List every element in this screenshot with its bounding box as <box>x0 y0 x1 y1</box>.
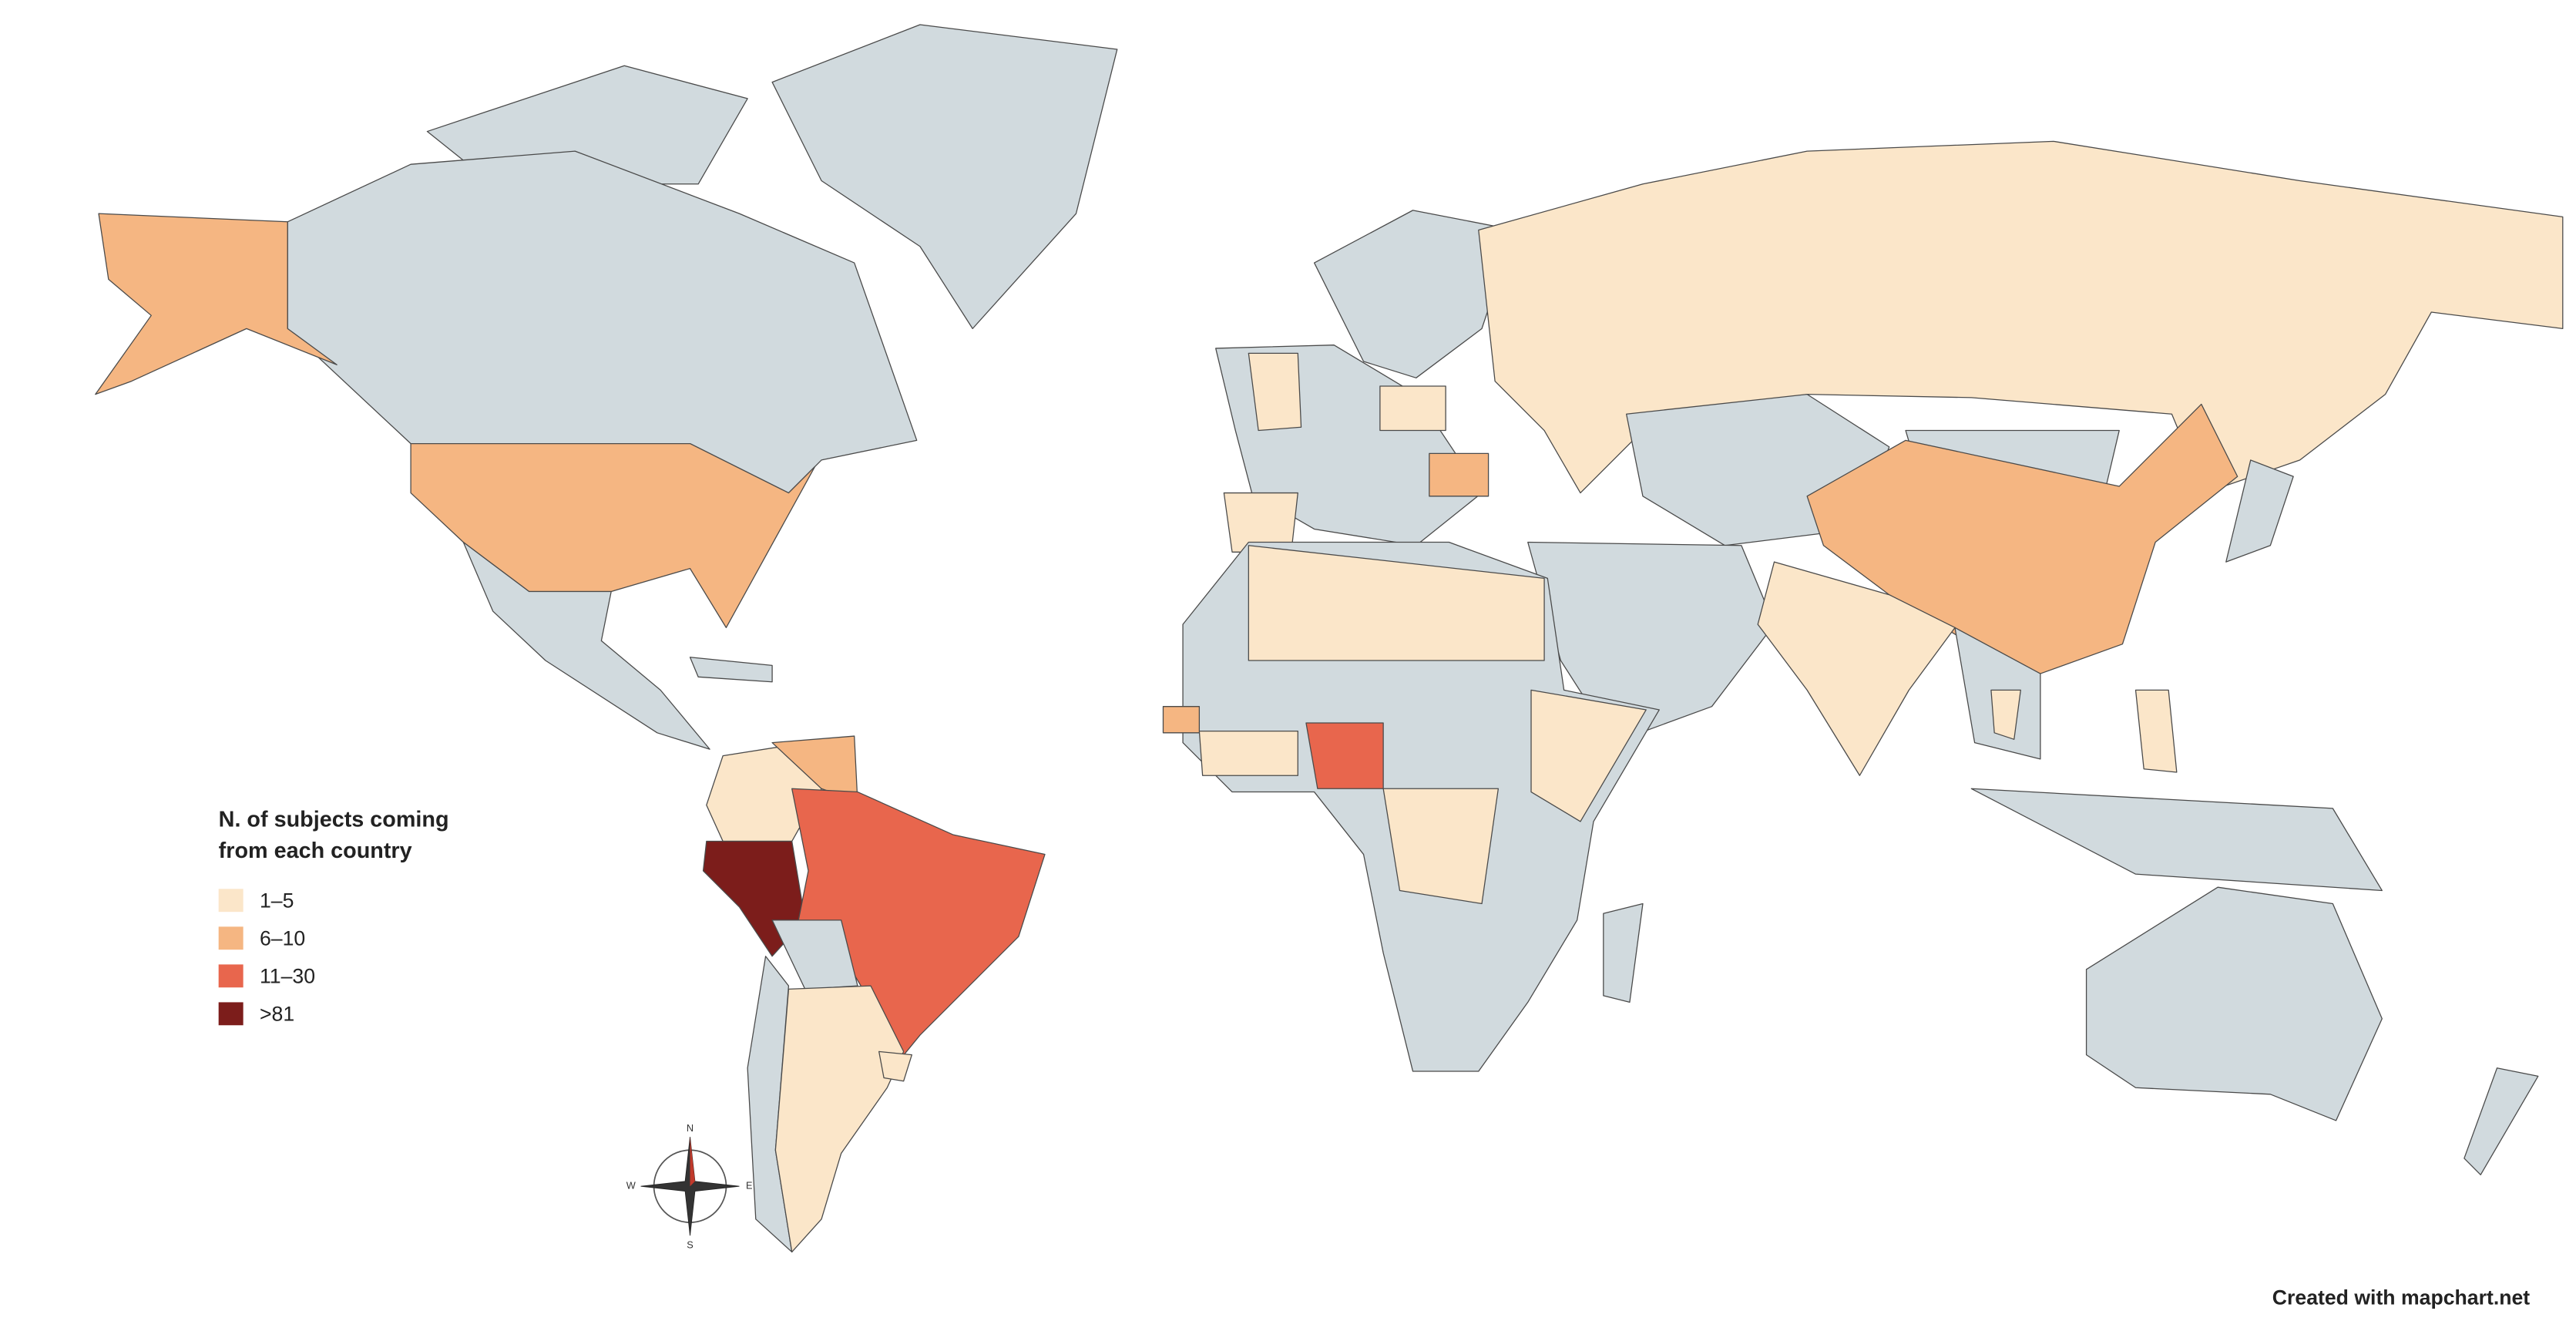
country <box>2463 1067 2539 1175</box>
country <box>1305 722 1384 789</box>
country <box>2225 459 2294 563</box>
country <box>689 657 773 683</box>
legend-label: >81 <box>260 1003 294 1026</box>
compass-north <box>690 1137 695 1187</box>
country <box>1970 788 2383 892</box>
country <box>1530 689 1647 822</box>
legend-swatch <box>218 926 243 950</box>
compass: N S E W <box>626 1122 753 1250</box>
legend-swatch <box>218 889 243 913</box>
country <box>1990 689 2021 740</box>
countries <box>95 24 2564 1253</box>
country <box>1382 788 1500 905</box>
legend-title: N. of subjects coming <box>219 807 449 832</box>
country <box>1429 452 1490 497</box>
country <box>462 541 710 750</box>
country <box>1603 903 1644 1003</box>
country <box>410 442 816 629</box>
legend: N. of subjects coming from each country … <box>218 807 449 1026</box>
country <box>2085 886 2383 1121</box>
legend-label: 1–5 <box>260 889 294 912</box>
legend-swatch <box>218 964 243 988</box>
compass-letter: E <box>746 1180 753 1192</box>
country <box>1248 352 1302 432</box>
country <box>771 919 858 990</box>
country <box>1248 545 1545 661</box>
compass-letter: W <box>626 1180 636 1192</box>
country <box>1379 385 1446 432</box>
country <box>771 24 1118 330</box>
country <box>774 985 905 1253</box>
country <box>2134 689 2178 773</box>
legend-title: from each country <box>219 839 412 863</box>
country <box>1162 706 1201 734</box>
legend-items: 1–5 6–10 11–30 >81 <box>218 889 315 1026</box>
legend-label: 6–10 <box>260 926 305 950</box>
country <box>287 150 918 494</box>
country <box>878 1050 912 1082</box>
compass-letter: N <box>687 1122 694 1134</box>
country <box>1806 403 2238 674</box>
credit: Created with mapchart.net <box>2272 1286 2530 1309</box>
country <box>1757 561 1956 776</box>
country <box>95 213 338 395</box>
country <box>1313 210 1516 378</box>
country <box>1198 731 1298 776</box>
compass-letter: S <box>687 1239 694 1250</box>
legend-label: 11–30 <box>260 964 315 987</box>
legend-swatch <box>218 1002 243 1026</box>
country <box>1527 541 1775 744</box>
